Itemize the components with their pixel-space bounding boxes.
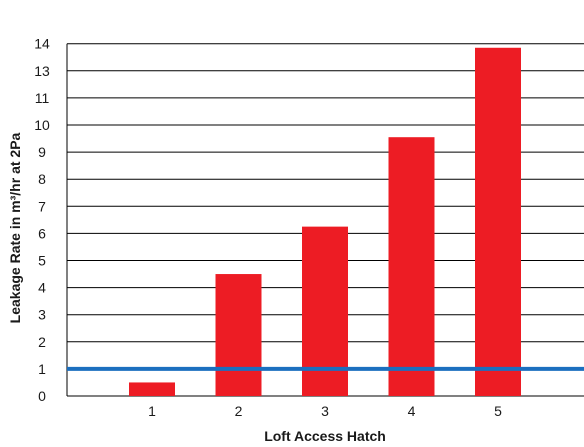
y-tick-label: 2: [38, 334, 46, 350]
y-tick-label: 8: [38, 171, 46, 187]
x-tick-label: 3: [321, 403, 329, 419]
y-tick-label: 3: [38, 307, 46, 323]
y-tick-labels: 0 1 2 3 4 5 6 7 8 9 10 11 13 14: [34, 36, 50, 404]
bar: [215, 274, 262, 396]
y-tick-label: 10: [34, 117, 50, 133]
bar: [129, 382, 175, 396]
y-tick-label: 4: [38, 280, 46, 296]
y-axis-title: Leakage Rate in m³/hr at 2Pa: [7, 132, 23, 323]
bar: [475, 47, 521, 396]
x-axis-title: Loft Access Hatch: [264, 428, 386, 444]
y-tick-label: 9: [38, 144, 46, 160]
x-tick-label: 4: [408, 403, 416, 419]
y-tick-label: 14: [34, 36, 50, 52]
y-tick-label: 13: [34, 63, 50, 79]
y-tick-label: 1: [38, 361, 46, 377]
bar: [388, 137, 435, 396]
x-tick-label: 1: [148, 403, 156, 419]
x-tick-label: 2: [235, 403, 243, 419]
y-tick-label: 0: [38, 388, 46, 404]
y-tick-label: 6: [38, 225, 46, 241]
x-tick-label: 5: [494, 403, 502, 419]
bars: [129, 47, 521, 396]
x-tick-labels: 1 2 3 4 5: [148, 403, 502, 419]
y-tick-label: 5: [38, 253, 46, 269]
y-tick-label: 7: [38, 198, 46, 214]
y-tick-label: 11: [35, 90, 50, 106]
